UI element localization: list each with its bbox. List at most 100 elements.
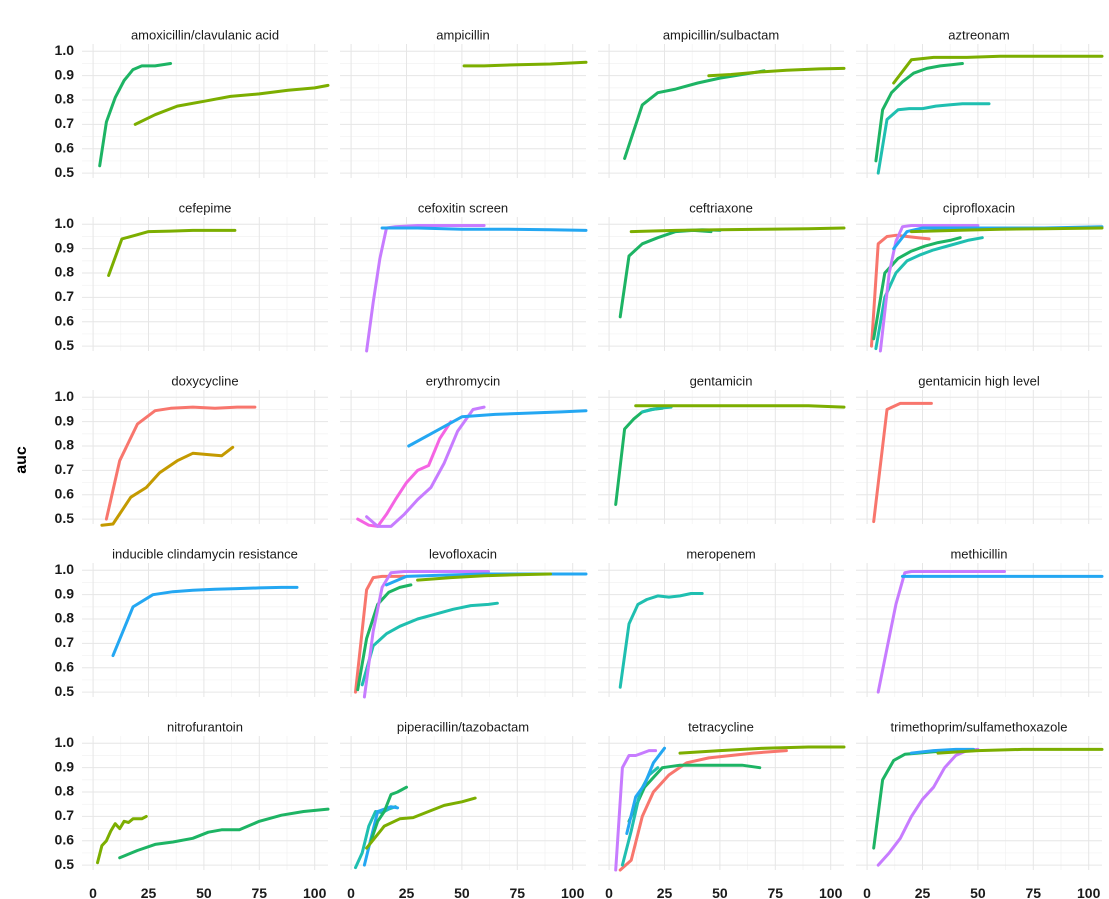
series-line-olive (634, 404, 846, 409)
x-tick-label: 25 (657, 885, 673, 899)
panel-title: tetracycline (688, 719, 754, 734)
series-line-purple (362, 570, 490, 699)
x-tick-label: 0 (863, 885, 871, 899)
series-line-blue (909, 747, 975, 755)
series-line-blue (625, 746, 666, 835)
x-tick-label: 75 (768, 885, 784, 899)
series-line-gold (100, 445, 235, 527)
panel-title: gentamicin high level (918, 373, 1040, 388)
y-tick-label: 0.7 (55, 807, 75, 823)
panel-title: amoxicillin/clavulanic acid (131, 27, 279, 42)
panel-title: trimethoprim/sulfamethoxazole (890, 719, 1067, 734)
series-line-red (354, 574, 406, 694)
panel-3: ampicillin/sulbactam (598, 27, 846, 178)
x-tick-label: 25 (399, 885, 415, 899)
panel-grid (82, 736, 328, 870)
series-line-blue (380, 226, 588, 232)
series-line-teal (354, 805, 397, 870)
y-tick-label: 0.7 (55, 461, 75, 477)
panel-series (100, 405, 257, 527)
panel-series (96, 807, 330, 865)
series-line-green (98, 62, 173, 168)
panel-grid (598, 44, 844, 178)
y-tick-label: 1.0 (55, 215, 75, 231)
y-tick-label: 0.5 (55, 337, 75, 353)
panel-title: piperacillin/tazobactam (397, 719, 529, 734)
x-tick-label: 100 (561, 885, 585, 899)
panel-series (354, 785, 477, 870)
y-tick-label: 0.6 (55, 485, 75, 501)
y-tick-label: 0.7 (55, 634, 75, 650)
y-tick-label: 0.9 (55, 66, 75, 82)
series-line-olive (107, 228, 237, 277)
x-tick-label: 0 (89, 885, 97, 899)
panel-series (462, 60, 588, 68)
y-tick-label: 0.7 (55, 115, 75, 131)
panel-series (107, 228, 237, 277)
y-tick-label: 0.8 (55, 610, 75, 626)
panel-series (872, 747, 1104, 867)
panel-16: methicillin (856, 546, 1104, 697)
series-line-green (618, 228, 713, 319)
x-tick-label: 100 (819, 885, 843, 899)
x-tick-label: 75 (510, 885, 526, 899)
panel-13: inducible clindamycin resistance 0.5 0.6 0.… (55, 546, 328, 699)
panel-10: erythromycin (340, 373, 588, 528)
panel-grid (598, 563, 844, 697)
y-tick-label: 0.5 (55, 856, 75, 872)
y-tick-label: 0.8 (55, 91, 75, 107)
panel-series (614, 745, 846, 872)
panel-8: ciprofloxacin (856, 200, 1104, 353)
panel-title: ampicillin (436, 27, 489, 42)
series-line-purple (365, 405, 486, 528)
y-tick-label: 1.0 (55, 42, 75, 58)
panel-19: tetracycline 0 25 50 75 100 (598, 719, 846, 899)
x-tick-label: 25 (141, 885, 157, 899)
series-line-blue (111, 585, 299, 658)
series-line-red (618, 749, 788, 872)
series-line-olive (462, 60, 588, 68)
series-line-blue (407, 409, 588, 448)
series-line-olive (707, 66, 846, 78)
panel-17: nitrofurantoin 0.5 0.6 0.7 0.8 0.9 1.0 0 25 50 75 1… (55, 719, 330, 899)
panel-title: ciprofloxacin (943, 200, 1015, 215)
x-tick-label: 75 (1026, 885, 1042, 899)
panel-grid (82, 390, 328, 524)
series-line-teal (360, 601, 499, 687)
y-tick-label: 0.5 (55, 683, 75, 699)
panel-15: meropenem (598, 546, 844, 697)
series-line-teal (876, 102, 991, 175)
panel-series (872, 401, 933, 524)
series-line-olive (416, 572, 552, 582)
panel-series (618, 592, 704, 689)
panel-grid (856, 217, 1102, 351)
panel-grid (598, 390, 844, 524)
series-line-purple (614, 749, 658, 872)
panel-title: cefepime (179, 200, 232, 215)
x-tick-label: 0 (605, 885, 613, 899)
panel-title: meropenem (686, 546, 755, 561)
panel-title: gentamicin (690, 373, 753, 388)
series-line-green (118, 807, 330, 860)
panel-5: cefepime 0.5 0.6 0.7 0.8 0.9 1.0 (55, 200, 328, 353)
y-tick-label: 1.0 (55, 561, 75, 577)
x-tick-label: 50 (196, 885, 212, 899)
panel-series (354, 570, 588, 699)
series-line-olive (892, 54, 1104, 85)
panel-12: gentamicin high level (856, 373, 1102, 524)
panel-series (365, 224, 588, 353)
series-line-red (872, 401, 933, 524)
panel-series (618, 226, 846, 319)
y-tick-label: 0.6 (55, 831, 75, 847)
panel-1: amoxicillin/clavulanic acid 0.5 0.6 0.7 0.8 0… (55, 27, 330, 180)
panel-14: levofloxacin (340, 546, 588, 699)
panel-grid (598, 217, 844, 351)
panel-grid (856, 390, 1102, 524)
panel-18: piperacillin/tazobactam 0 25 50 75 100 (340, 719, 586, 899)
y-tick-label: 0.6 (55, 312, 75, 328)
series-line-green (627, 763, 762, 823)
series-line-green (872, 236, 962, 341)
panel-2: ampicillin (340, 27, 588, 178)
y-axis-label: auc (13, 446, 30, 474)
